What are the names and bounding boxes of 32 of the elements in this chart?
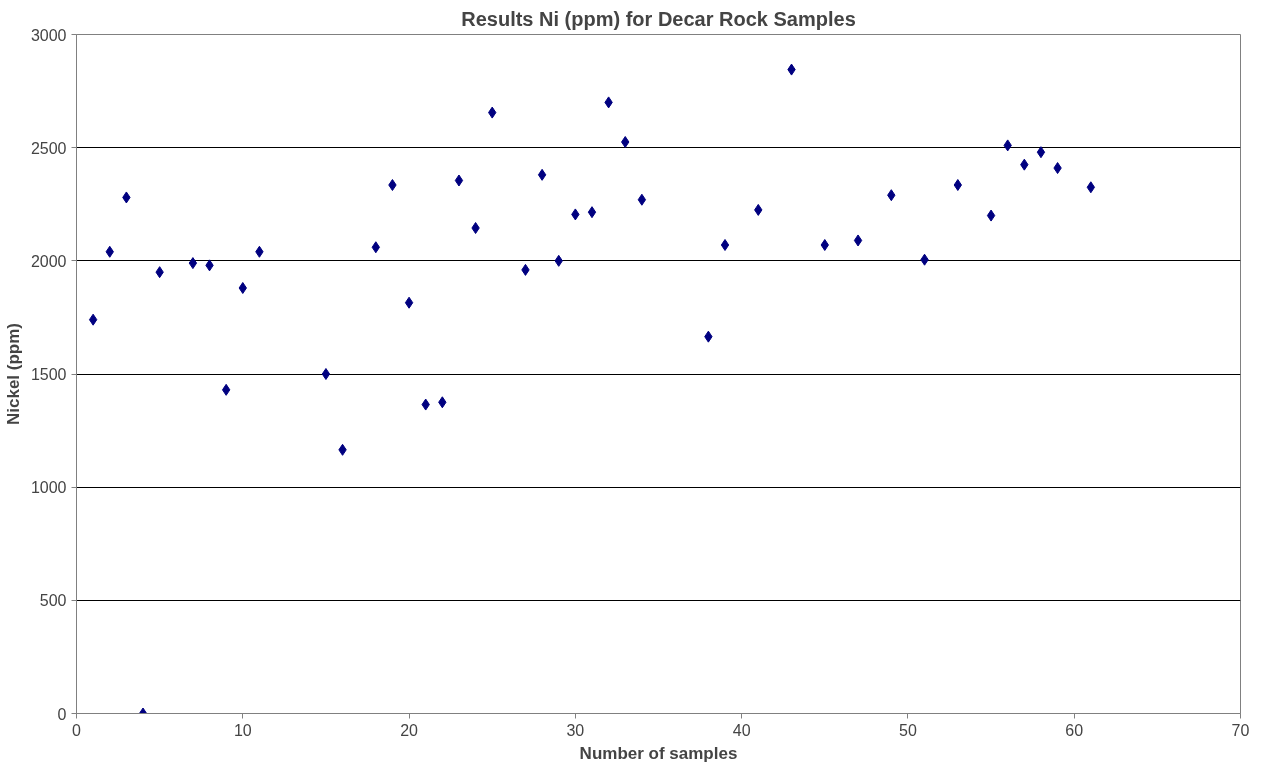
y-axis-title: Nickel (ppm) [3, 322, 23, 426]
x-tick-label: 60 [1065, 721, 1084, 739]
point [853, 234, 863, 247]
x-tick-label: 70 [1231, 721, 1250, 739]
point [1036, 146, 1046, 159]
y-tick-label: 1500 [30, 366, 67, 383]
x-tick-label: 40 [732, 721, 751, 739]
point [221, 383, 231, 396]
point [454, 174, 464, 187]
point [1086, 181, 1096, 194]
point [637, 193, 647, 206]
y-tick-label: 2500 [30, 139, 67, 157]
y-tick-label: 2000 [30, 252, 67, 270]
y-tick-label: 3000 [30, 26, 67, 44]
x-tick-label: 30 [566, 721, 585, 739]
chart-title: Results Ni (ppm) for Decar Rock Samples [461, 7, 856, 30]
point [404, 296, 414, 309]
point [986, 209, 996, 222]
x-tick-label: 10 [233, 721, 252, 739]
y-tick-label: 1000 [30, 479, 67, 497]
x-tick-label: 50 [899, 721, 917, 739]
point [587, 206, 597, 219]
point [88, 313, 98, 326]
y-tick-label: 500 [39, 592, 67, 610]
x-axis-title: Number of samples [579, 743, 738, 763]
x-tick-label: 20 [400, 721, 419, 739]
point [321, 368, 331, 380]
point [720, 238, 730, 251]
point [537, 168, 547, 181]
point [188, 257, 198, 270]
x-tick-label: 0 [72, 721, 82, 739]
y-tick-label: 0 [57, 705, 67, 723]
